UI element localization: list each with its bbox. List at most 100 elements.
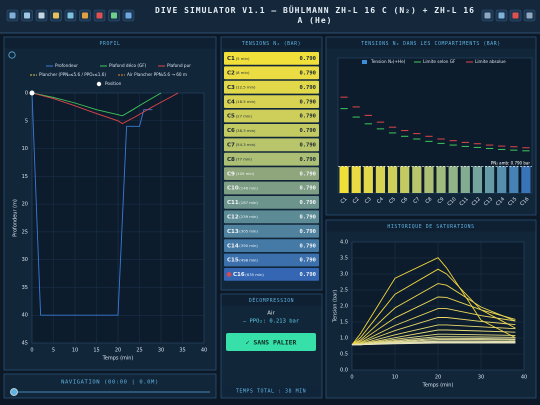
navigation-title: NAVIGATION (00:00 | 0.0M) [61,380,159,386]
app-title: DIVE SIMULATOR V1.1 — BÜHLMANN ZH-L 16 C… [155,6,475,25]
half-time: (187 min) [239,200,258,205]
icon-glyph[interactable] [96,12,103,19]
toolbar-icon[interactable] [21,9,33,22]
x-tick-label: C11 [459,196,470,207]
y-tick-label: 0.0 [340,368,348,374]
icon-glyph[interactable] [125,12,132,19]
toolbar-icon[interactable] [64,9,77,22]
half-time: (390 min) [239,243,258,248]
bar [484,166,495,193]
bar [412,166,422,193]
y-tick-label: 1.5 [340,320,348,326]
x-tick-label: C13 [483,196,494,207]
toolbar-icon[interactable] [523,9,536,22]
toolbar-icon[interactable] [108,9,120,22]
tension-row [224,80,319,94]
tension-value: 0.790 [299,200,316,206]
panel-header [221,294,322,306]
tension-value: 0.790 [299,186,316,192]
profile-menu[interactable] [8,51,16,59]
toolbar-icon[interactable] [6,9,19,22]
half-time: (498 min) [239,257,258,262]
legend-swatch [96,81,102,87]
decompression-button[interactable]: ✓ SANS PALIER [226,333,316,351]
tension-value: 0.790 [299,99,316,105]
compartment-name: C4 [227,99,235,105]
x-tick-label: 10 [392,375,398,381]
tension-value: 0.790 [299,56,316,62]
x-tick-label: C10 [446,196,457,207]
toolbar-icon[interactable] [122,9,135,22]
toolbar-icon[interactable] [79,9,91,22]
tension-row [224,253,319,267]
series-line [31,92,162,117]
icon-glyph[interactable] [484,12,491,19]
half-time: (8 min) [236,70,250,75]
panel-header [326,220,536,232]
button-label[interactable]: ✓ SANS PALIER [246,339,297,347]
toolbar-icon[interactable] [495,9,508,22]
icon-glyph[interactable] [498,12,505,19]
panel-header [326,37,536,49]
series-line [352,342,516,346]
tension-row [224,52,319,65]
x-tick-label: C1 [340,196,349,205]
x-tick-label: C3 [364,196,373,205]
x-tick-label: 20 [435,375,441,381]
y-tick-label: 35 [22,285,28,291]
icon-glyph[interactable] [512,12,519,19]
icon-glyph[interactable] [526,12,533,19]
panel-header [221,37,322,49]
x-tick-label: 20 [115,348,121,354]
half-time: (18.5 min) [236,99,256,104]
toolbar-icon[interactable] [35,9,48,22]
legend-label: Position [105,81,122,86]
icon-glyph[interactable] [67,12,74,19]
tension-value: 0.790 [299,272,316,278]
icon-glyph[interactable] [82,12,88,19]
series-line [351,296,516,346]
bar [375,166,386,193]
panel [3,373,217,399]
toolbar-icon[interactable] [93,9,106,22]
icon-glyph[interactable] [9,12,16,19]
x-tick-label: C5 [388,196,397,205]
y-tick-label: 30 [22,257,28,263]
panel-title: PROFIL [100,41,121,47]
slider-knob[interactable] [10,388,18,396]
toolbar-icon[interactable] [50,9,62,22]
toolbar-icon[interactable] [481,9,494,22]
bar [351,166,361,193]
bar [436,166,446,193]
half-time: (109 min) [236,171,255,176]
button-bg[interactable] [226,333,316,351]
compartment-name: C12 [227,215,239,221]
legend-label: Limite selon GF [423,59,456,64]
bar [424,166,434,193]
row-marker [226,272,232,277]
icon-glyph[interactable] [24,12,30,19]
tension-row [224,124,319,137]
icon-glyph[interactable] [53,12,59,19]
tension-value: 0.790 [299,171,316,177]
ppo2: — PPO₂: 0.213 bar [243,319,300,325]
icon-glyph[interactable] [38,12,45,19]
y-tick-label: 10 [22,146,28,152]
compartment-name: C10 [227,186,239,192]
toolbar-icon[interactable] [509,9,522,22]
icon-glyph[interactable] [111,12,117,19]
gas-name: Air [267,311,275,317]
tension-value: 0.790 [299,243,316,249]
x-tick-label: C4 [376,196,385,205]
tension-row [224,210,319,224]
y-tick-label: 1.0 [340,336,348,342]
compartment-name: C2 [227,71,235,77]
tension-row [224,181,319,195]
legend-label: Plafond déco (GF) [109,63,147,68]
compartment-name: C7 [227,143,235,149]
tension-value: 0.790 [299,229,316,235]
series-line [31,92,179,125]
series-line [351,283,516,346]
compartment-name: C8 [227,157,235,163]
